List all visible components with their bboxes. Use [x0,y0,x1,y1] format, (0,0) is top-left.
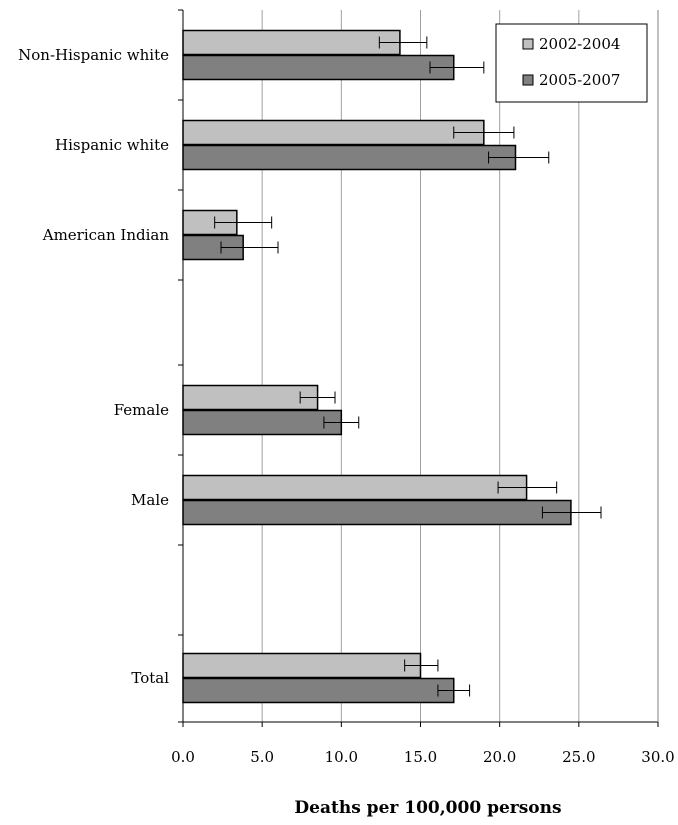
legend-swatch-1 [522,74,534,86]
category-label-2: American Indian [42,226,170,244]
bar-late-1 [182,144,517,171]
legend-box [495,23,648,103]
category-label-4: Male [131,491,169,509]
bar-late-5 [182,677,455,704]
bar-late-0 [182,54,455,81]
x-tick-label-0: 0.0 [171,748,195,766]
grid-layer [261,10,659,722]
bar-late-4 [182,499,572,526]
x-tick-label-4: 20.0 [483,748,516,766]
legend-swatch-0 [522,38,534,50]
legend-label-0: 2002-2004 [539,35,620,53]
x-axis-title: Deaths per 100,000 persons [294,798,561,818]
category-label-1: Hispanic white [55,136,169,154]
x-tick-label-6: 30.0 [641,748,674,766]
bar-early-0 [182,29,401,56]
x-tick-label-2: 10.0 [325,748,358,766]
category-label-5: Total [131,669,169,687]
x-tick-label-1: 5.0 [250,748,274,766]
legend: 2002-2004 2005-2007 [495,23,648,103]
bar-early-4 [182,474,528,501]
x-tick-label-5: 25.0 [562,748,595,766]
category-label-3: Female [114,401,169,419]
axis-layer: Non-Hispanic white Hispanic white American… [18,9,675,766]
legend-label-1: 2005-2007 [539,71,620,89]
bars-layer [182,29,602,704]
category-label-0: Non-Hispanic white [18,46,169,64]
bar-early-3 [182,384,319,411]
bar-late-3 [182,409,343,436]
x-tick-label-3: 15.0 [404,748,437,766]
bar-early-1 [182,119,485,146]
bar-early-5 [182,652,422,679]
